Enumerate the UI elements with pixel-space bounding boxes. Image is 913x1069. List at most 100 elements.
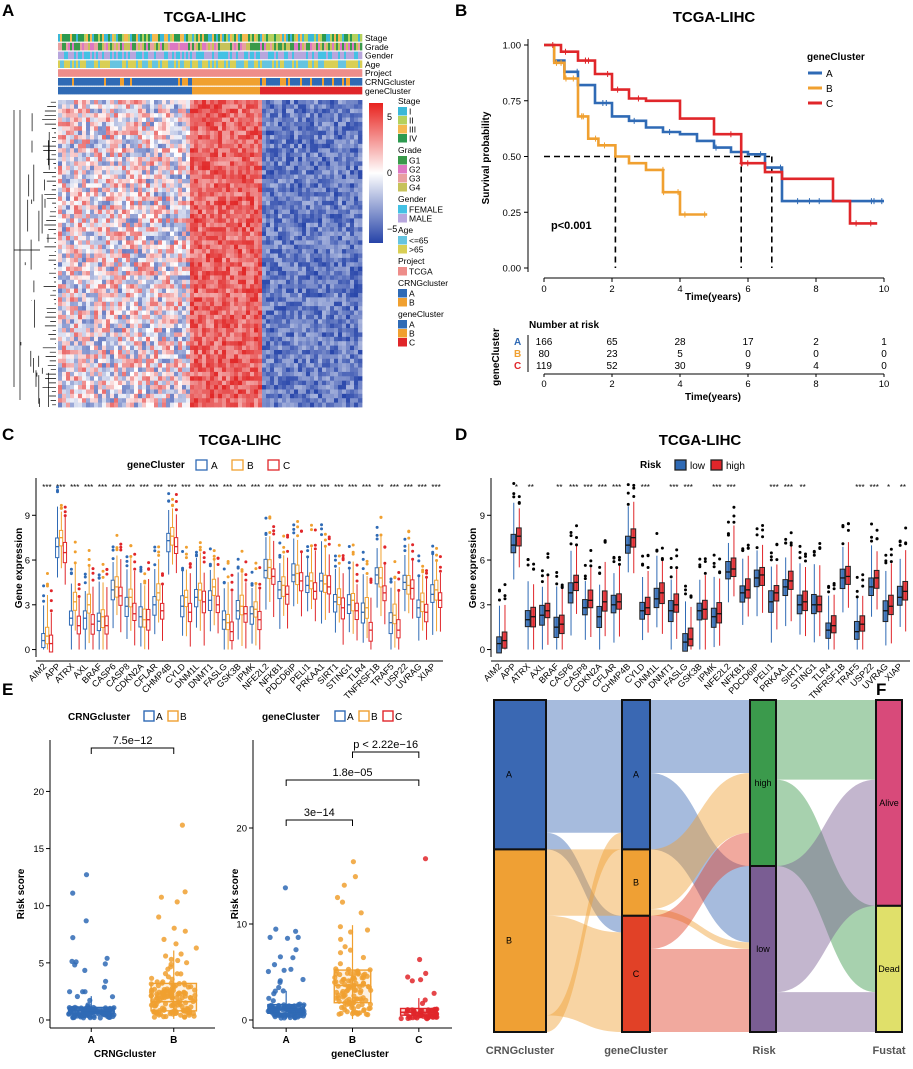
heatmap-cell	[246, 218, 251, 224]
heatmap-cell	[338, 165, 343, 171]
heatmap-cell	[58, 279, 63, 285]
heatmap-cell	[142, 288, 147, 294]
heatmap-cell	[190, 117, 195, 123]
annotation-cell	[166, 78, 169, 86]
heatmap-cell	[226, 178, 231, 184]
heatmap-cell	[250, 108, 255, 114]
annotation-cell	[104, 78, 107, 86]
heatmap-cell	[130, 319, 135, 325]
heatmap-cell	[258, 170, 263, 175]
annotation-cell	[144, 51, 147, 60]
heatmap-cell	[258, 249, 263, 254]
heatmap-cell	[342, 174, 347, 180]
annotation-cell	[216, 60, 219, 68]
annotation-cell	[98, 69, 101, 77]
annotation-cell	[142, 51, 145, 60]
heatmap-cell	[258, 152, 263, 158]
heatmap-cell	[146, 244, 151, 250]
heatmap-cell	[154, 271, 159, 276]
heatmap-cell	[98, 113, 103, 118]
heatmap-cell	[354, 187, 359, 193]
annotation-cell	[116, 34, 119, 42]
heatmap-cell	[350, 126, 355, 132]
annotation-cell	[218, 60, 221, 68]
annotation-cell	[334, 42, 337, 51]
heatmap-cell	[302, 161, 307, 167]
heatmap-cell	[234, 253, 239, 259]
heatmap-cell	[270, 152, 275, 158]
heatmap-cell	[314, 218, 319, 224]
heatmap-cell	[190, 209, 195, 215]
heatmap-cell	[330, 152, 335, 158]
heatmap-cell	[74, 275, 79, 281]
heatmap-cell	[202, 231, 207, 237]
heatmap-cell	[178, 117, 183, 123]
heatmap-cell	[354, 209, 359, 215]
annotation-cell	[302, 78, 305, 86]
annotation-cell	[350, 42, 353, 51]
heatmap-cell	[78, 244, 83, 250]
heatmap-cell	[298, 253, 303, 259]
heatmap-cell	[250, 227, 255, 232]
heatmap-cell	[266, 143, 271, 149]
heatmap-cell	[58, 152, 63, 158]
heatmap-cell	[330, 253, 335, 259]
heatmap-cell	[326, 108, 331, 114]
heatmap-cell	[342, 284, 347, 289]
heatmap-cell	[182, 108, 187, 114]
annotation-cell	[108, 78, 111, 86]
heatmap-cell	[250, 244, 255, 250]
heatmap-cell	[342, 231, 347, 237]
heatmap-cell	[334, 117, 339, 123]
annotation-cell	[284, 51, 287, 60]
heatmap-cell	[198, 310, 203, 316]
heatmap-cell	[182, 262, 187, 268]
heatmap-cell	[174, 200, 179, 206]
heatmap-cell	[122, 178, 127, 184]
heatmap-cell	[82, 148, 87, 154]
heatmap-cell	[106, 214, 111, 219]
heatmap-cell	[58, 262, 63, 268]
heatmap-cell	[218, 100, 223, 105]
heatmap-cell	[82, 218, 87, 224]
heatmap-cell	[162, 135, 167, 140]
heatmap-cell	[250, 266, 255, 272]
annotation-cell	[286, 69, 289, 77]
heatmap-cell	[218, 271, 223, 276]
annotation-cell	[352, 60, 355, 68]
heatmap-cell	[62, 262, 67, 268]
heatmap-cell	[358, 288, 363, 294]
heatmap-cell	[142, 275, 147, 281]
heatmap-cell	[278, 244, 283, 250]
heatmap-cell	[94, 314, 99, 320]
heatmap-cell	[186, 262, 191, 268]
heatmap-cell	[234, 139, 239, 145]
heatmap-cell	[266, 262, 271, 268]
heatmap-cell	[246, 135, 251, 140]
heatmap-cell	[310, 262, 315, 268]
heatmap-cell	[158, 196, 163, 202]
heatmap-cell	[278, 262, 283, 268]
heatmap-cell	[210, 117, 215, 123]
heatmap-cell	[266, 292, 271, 298]
heatmap-cell	[226, 165, 231, 171]
heatmap-cell	[222, 257, 227, 263]
heatmap-cell	[242, 104, 247, 110]
annotation-cell	[322, 86, 325, 95]
annotation-cell	[318, 78, 321, 86]
heatmap-cell	[202, 222, 207, 228]
heatmap-cell	[114, 314, 119, 320]
heatmap-cell	[218, 306, 223, 311]
heatmap-cell	[126, 257, 131, 263]
heatmap-cell	[78, 174, 83, 180]
heatmap-cell	[126, 200, 131, 206]
heatmap-cell	[210, 310, 215, 316]
heatmap-cell	[350, 100, 355, 105]
heatmap-cell	[94, 174, 99, 180]
heatmap-cell	[170, 161, 175, 167]
heatmap-cell	[66, 231, 71, 237]
heatmap-cell	[82, 319, 87, 325]
heatmap-cell	[58, 209, 63, 215]
annotation-cell	[74, 60, 77, 68]
heatmap-cell	[314, 231, 319, 237]
